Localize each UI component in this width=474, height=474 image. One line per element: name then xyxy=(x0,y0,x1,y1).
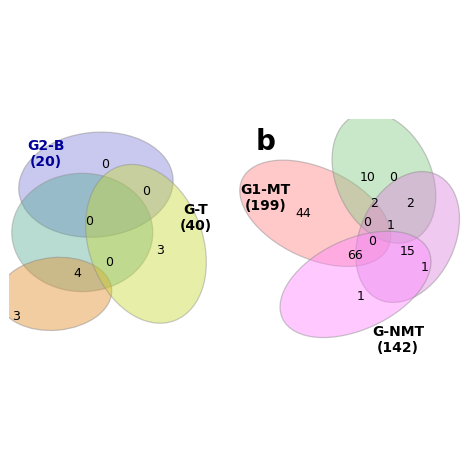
Text: (199): (199) xyxy=(245,199,286,213)
Text: 10: 10 xyxy=(359,171,375,184)
Text: 0: 0 xyxy=(368,235,376,248)
Text: 0: 0 xyxy=(364,216,371,229)
Text: 2: 2 xyxy=(406,197,414,210)
Text: 66: 66 xyxy=(347,249,364,263)
Text: G1-MT: G1-MT xyxy=(240,182,291,197)
Text: 44: 44 xyxy=(295,207,311,220)
Ellipse shape xyxy=(280,231,431,337)
Ellipse shape xyxy=(12,173,153,292)
Text: b: b xyxy=(256,128,276,156)
Text: 3: 3 xyxy=(155,244,164,257)
Text: 3: 3 xyxy=(12,310,20,323)
Ellipse shape xyxy=(240,160,391,266)
Text: 0: 0 xyxy=(101,158,109,171)
Text: 0: 0 xyxy=(142,185,150,198)
Ellipse shape xyxy=(86,164,206,323)
Ellipse shape xyxy=(0,257,112,330)
Text: 1: 1 xyxy=(420,261,428,274)
Text: 0: 0 xyxy=(390,171,397,184)
Text: 0: 0 xyxy=(106,255,114,269)
Ellipse shape xyxy=(332,112,436,243)
Text: (142): (142) xyxy=(377,341,419,356)
Text: (40): (40) xyxy=(180,219,212,233)
Ellipse shape xyxy=(356,172,459,302)
Text: G2-B: G2-B xyxy=(27,139,64,153)
Text: G-T: G-T xyxy=(183,203,209,217)
Text: (20): (20) xyxy=(30,155,62,169)
Text: 2: 2 xyxy=(371,197,378,210)
Ellipse shape xyxy=(19,132,173,237)
Text: 4: 4 xyxy=(74,267,82,280)
Text: 1: 1 xyxy=(387,219,395,232)
Text: G-NMT: G-NMT xyxy=(372,325,424,339)
Text: 1: 1 xyxy=(356,290,364,303)
Text: 0: 0 xyxy=(85,215,93,228)
Text: 15: 15 xyxy=(400,245,416,258)
